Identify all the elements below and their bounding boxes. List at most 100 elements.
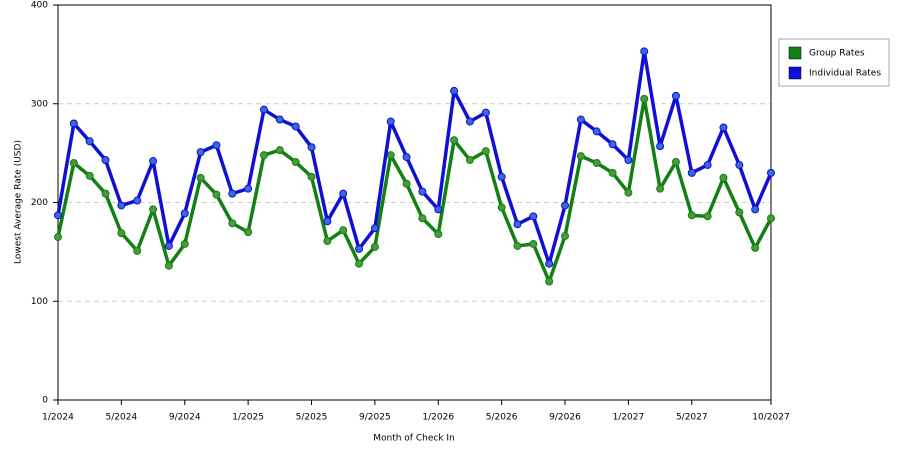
data-point bbox=[275, 115, 284, 124]
x-tick-label: 5/2025 bbox=[296, 413, 328, 423]
data-point bbox=[196, 148, 205, 157]
data-point bbox=[212, 190, 221, 199]
data-point bbox=[640, 47, 649, 56]
data-point bbox=[703, 212, 712, 221]
x-tick-label: 5/2024 bbox=[106, 413, 138, 423]
data-point bbox=[513, 220, 522, 229]
data-point bbox=[117, 201, 126, 210]
data-point bbox=[291, 158, 300, 167]
data-point bbox=[212, 141, 221, 150]
y-tick-label: 200 bbox=[31, 198, 48, 208]
data-point bbox=[529, 239, 538, 248]
data-point bbox=[196, 173, 205, 182]
x-tick-label: 1/2025 bbox=[232, 413, 264, 423]
data-point bbox=[656, 142, 665, 151]
legend-swatch bbox=[788, 66, 802, 80]
data-point bbox=[656, 184, 665, 193]
data-point bbox=[164, 241, 173, 250]
data-point bbox=[370, 224, 379, 233]
data-point bbox=[291, 122, 300, 131]
data-point bbox=[450, 136, 459, 145]
data-point bbox=[69, 159, 78, 167]
x-tick-label: 9/2024 bbox=[169, 413, 201, 423]
data-point bbox=[244, 228, 253, 237]
data-point bbox=[529, 212, 538, 221]
data-point bbox=[259, 105, 268, 114]
data-point bbox=[719, 173, 728, 182]
y-tick-label: 300 bbox=[31, 99, 48, 109]
data-point bbox=[465, 156, 474, 165]
x-tick-label: 10/2027 bbox=[752, 413, 789, 423]
data-point bbox=[307, 143, 316, 152]
data-point bbox=[339, 226, 348, 235]
series-line bbox=[56, 49, 773, 266]
data-point bbox=[608, 140, 617, 149]
legend-label: Individual Rates bbox=[809, 69, 881, 79]
data-point bbox=[497, 172, 506, 181]
data-point bbox=[228, 189, 237, 198]
data-point bbox=[735, 160, 744, 169]
data-point bbox=[465, 117, 474, 126]
data-point bbox=[608, 168, 617, 177]
data-point bbox=[545, 277, 554, 286]
data-point bbox=[545, 259, 554, 268]
data-point bbox=[434, 230, 443, 239]
x-tick-label: 1/2024 bbox=[42, 413, 74, 423]
data-point bbox=[481, 108, 490, 117]
data-point bbox=[339, 189, 348, 198]
data-point bbox=[418, 214, 427, 223]
x-tick-label: 9/2026 bbox=[549, 413, 581, 423]
data-point bbox=[402, 179, 411, 188]
data-point bbox=[259, 151, 268, 160]
data-point bbox=[355, 259, 364, 268]
data-point bbox=[671, 158, 680, 167]
data-point bbox=[275, 146, 284, 155]
data-point bbox=[355, 244, 364, 253]
data-point bbox=[751, 243, 760, 252]
data-point bbox=[386, 117, 395, 126]
data-point bbox=[85, 137, 94, 146]
data-point bbox=[418, 187, 427, 196]
data-point bbox=[719, 123, 728, 132]
y-axis-label: Lowest Average Rate (USD) bbox=[14, 140, 24, 264]
data-point bbox=[497, 203, 506, 212]
data-point bbox=[592, 127, 601, 136]
y-tick-label: 100 bbox=[31, 297, 48, 307]
data-point bbox=[687, 168, 696, 177]
data-point bbox=[735, 208, 744, 217]
data-point bbox=[767, 214, 775, 223]
data-point bbox=[434, 205, 443, 214]
x-tick-label: 1/2027 bbox=[613, 413, 645, 423]
data-point bbox=[117, 229, 126, 238]
data-point bbox=[323, 237, 332, 246]
data-point bbox=[386, 151, 395, 160]
data-point bbox=[402, 153, 411, 162]
data-point bbox=[624, 156, 633, 165]
data-point bbox=[133, 246, 142, 255]
data-point bbox=[767, 168, 775, 177]
data-point bbox=[561, 232, 570, 241]
x-tick-label: 5/2026 bbox=[486, 413, 518, 423]
data-point bbox=[228, 219, 237, 228]
data-point bbox=[624, 188, 633, 197]
data-point bbox=[133, 196, 142, 205]
data-point bbox=[180, 239, 189, 248]
data-point bbox=[149, 205, 158, 214]
data-point bbox=[307, 172, 316, 181]
x-tick-label: 5/2027 bbox=[676, 413, 708, 423]
data-point bbox=[687, 211, 696, 220]
data-point bbox=[513, 241, 522, 250]
data-point bbox=[54, 211, 62, 220]
x-tick-label: 1/2026 bbox=[422, 413, 454, 423]
data-point bbox=[164, 261, 173, 270]
data-point bbox=[101, 189, 110, 198]
data-point bbox=[323, 217, 332, 226]
data-point bbox=[149, 157, 158, 166]
data-point bbox=[244, 184, 253, 193]
series-line bbox=[56, 97, 773, 284]
data-point bbox=[370, 242, 379, 251]
legend-label: Group Rates bbox=[809, 49, 865, 59]
legend: Group Rates Individual Rates bbox=[778, 38, 890, 87]
